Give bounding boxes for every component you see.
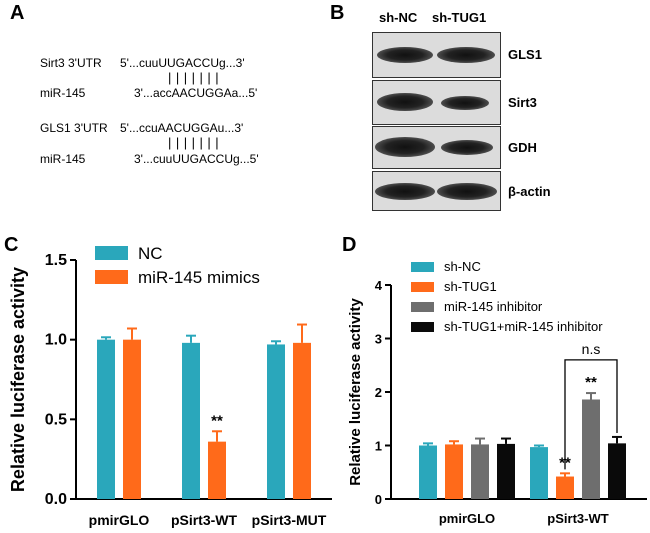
legend-label: sh-TUG1+miR-145 inhibitor [444, 319, 603, 334]
x-category-label: pmirGLO [89, 512, 150, 528]
legend-swatch [95, 246, 128, 260]
bar-sh-nc-pmirglo [419, 445, 437, 499]
bar-mir-145-mimics-psirt3-wt [208, 441, 226, 499]
bar-sh-tug1-mir-145-inhibitor-pmirglo [497, 443, 515, 499]
legend-label: sh-TUG1 [444, 279, 497, 294]
y-tick-label: 2 [375, 385, 382, 400]
pairing-bars-2: ||||||| [168, 135, 224, 150]
legend-swatch [411, 322, 434, 332]
chart-c: 0.0 0.5 1.0 1.5 Relative luciferase activity… [8, 244, 332, 528]
x-category-label: pSirt3-WT [171, 512, 238, 528]
legend-label: NC [138, 244, 163, 263]
legend-swatch [411, 262, 434, 272]
blot-label-beta-actin: β-actin [508, 184, 551, 199]
bar-mir-145-mimics-psirt3-mut [293, 342, 311, 499]
utr-name-sirt3: Sirt3 3'UTR [40, 56, 102, 70]
bar-mir-145-mimics-pmirglo [123, 339, 141, 499]
y-tick-label: 1.5 [45, 252, 67, 269]
blot-sirt3 [372, 80, 501, 125]
utr-seq-sirt3: 5'...cuuUUGACCUg...3' [120, 56, 245, 70]
blot-gls1 [372, 32, 501, 78]
x-category-label: pmirGLO [439, 511, 495, 526]
y-tick-label: 0 [375, 492, 382, 507]
y-tick-label: 1 [375, 439, 382, 454]
y-tick-label: 0.0 [45, 491, 67, 508]
bar-sh-nc-psirt3-wt [530, 447, 548, 499]
legend-swatch [411, 282, 434, 292]
bar-nc-psirt3-wt [182, 342, 200, 499]
y-tick-label: 4 [375, 278, 383, 293]
bar-sh-tug1-mir-145-inhibitor-psirt3-wt [608, 443, 626, 499]
y-tick-label: 3 [375, 332, 382, 347]
significance-mark: ** [211, 412, 223, 429]
legend-label: miR-145 mimics [138, 268, 260, 287]
bracket-label: n.s [582, 341, 601, 357]
legend-label: miR-145 inhibitor [444, 299, 543, 314]
panel-label-d: D [342, 234, 357, 256]
legend-label: sh-NC [444, 259, 481, 274]
blot-label-gls1: GLS1 [508, 47, 542, 62]
x-category-label: pSirt3-MUT [252, 512, 327, 528]
panel-label-c: C [4, 234, 19, 256]
bar-mir-145-inhibitor-psirt3-wt [582, 399, 600, 499]
bar-nc-pmirglo [97, 339, 115, 499]
lane-label-sh-tug1: sh-TUG1 [432, 10, 487, 25]
bar-mir-145-inhibitor-pmirglo [471, 444, 489, 499]
chart-d: 0 1 2 3 4 Relative luciferase activity pmirGLO… [347, 259, 647, 526]
utr-name-gls1: GLS1 3'UTR [40, 121, 108, 135]
mirna-name-2: miR-145 [40, 152, 86, 166]
y-tick-label: 0.5 [45, 411, 67, 428]
significance-mark: ** [585, 374, 597, 391]
blot-gdh [372, 126, 501, 169]
blot-label-sirt3: Sirt3 [508, 95, 537, 110]
bar-sh-tug1-psirt3-wt [556, 476, 574, 499]
comparison-bracket [564, 359, 618, 470]
blot-beta-actin [372, 171, 501, 211]
bar-sh-tug1-pmirglo [445, 444, 463, 499]
bar-nc-psirt3-mut [267, 344, 285, 499]
mirna-seq-1: 3'...accAACUGGAa...5' [134, 86, 258, 100]
y-axis-label: Relative luciferase activity [347, 298, 364, 486]
panel-label-a: A [10, 2, 25, 24]
utr-seq-gls1: 5'...ccuAACUGGAu...3' [120, 121, 244, 135]
blot-label-gdh: GDH [508, 140, 537, 155]
mirna-name-1: miR-145 [40, 86, 86, 100]
legend-swatch [95, 270, 128, 284]
pairing-bars-1: ||||||| [168, 70, 224, 85]
y-axis-label: Relative luciferase activity [8, 267, 28, 492]
legend-swatch [411, 302, 434, 312]
lane-label-sh-nc: sh-NC [379, 10, 418, 25]
x-category-label: pSirt3-WT [547, 511, 608, 526]
panel-label-b: B [330, 2, 345, 24]
mirna-seq-2: 3'...cuuUUGACCUg...5' [134, 152, 259, 166]
y-tick-label: 1.0 [45, 332, 67, 349]
